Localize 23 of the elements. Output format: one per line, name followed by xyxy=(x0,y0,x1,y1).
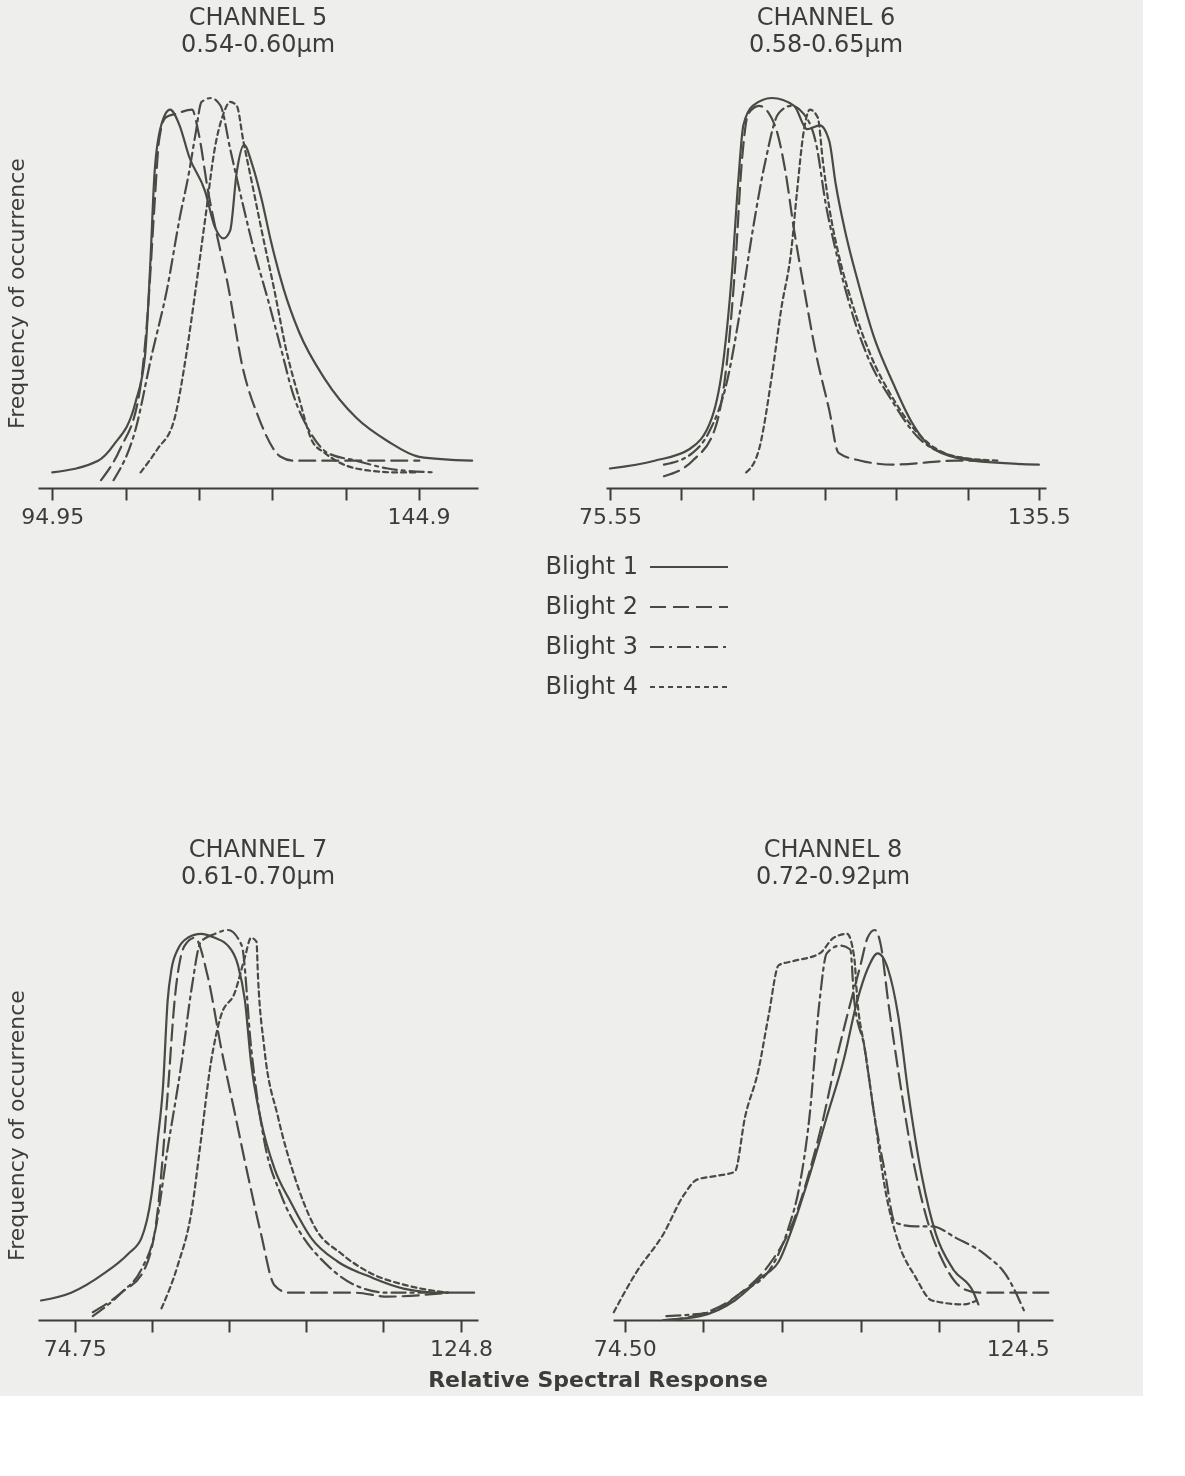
chart-subtitle: 0.72-0.92μm xyxy=(755,861,911,890)
legend-label: Blight 2 xyxy=(545,592,638,620)
x-tick-label: 75.55 xyxy=(578,503,642,529)
x-axis-title: Relative Spectral Response xyxy=(428,1367,768,1392)
legend-label: Blight 1 xyxy=(545,552,638,580)
y-axis-title: Frequency of occurrence xyxy=(3,158,29,429)
x-tick-label: 144.9 xyxy=(387,503,451,529)
x-tick-label: 124.5 xyxy=(986,1335,1050,1361)
chart-title: CHANNEL 5 xyxy=(188,2,328,31)
chart-subtitle: 0.54-0.60μm xyxy=(180,29,336,58)
chart-subtitle: 0.61-0.70μm xyxy=(180,861,336,890)
chart-title: CHANNEL 8 xyxy=(763,834,903,863)
chart-title: CHANNEL 7 xyxy=(188,834,328,863)
x-tick-label: 74.50 xyxy=(593,1335,657,1361)
x-tick-label: 74.75 xyxy=(43,1335,107,1361)
legend-label: Blight 4 xyxy=(545,672,638,700)
x-tick-label: 124.8 xyxy=(430,1335,494,1361)
chart-subtitle: 0.58-0.65μm xyxy=(748,29,904,58)
x-tick-label: 94.95 xyxy=(21,503,85,529)
legend-label: Blight 3 xyxy=(545,632,638,660)
x-tick-label: 135.5 xyxy=(1007,503,1071,529)
chart-title: CHANNEL 6 xyxy=(756,2,896,31)
y-axis-title: Frequency of occurrence xyxy=(3,990,29,1261)
